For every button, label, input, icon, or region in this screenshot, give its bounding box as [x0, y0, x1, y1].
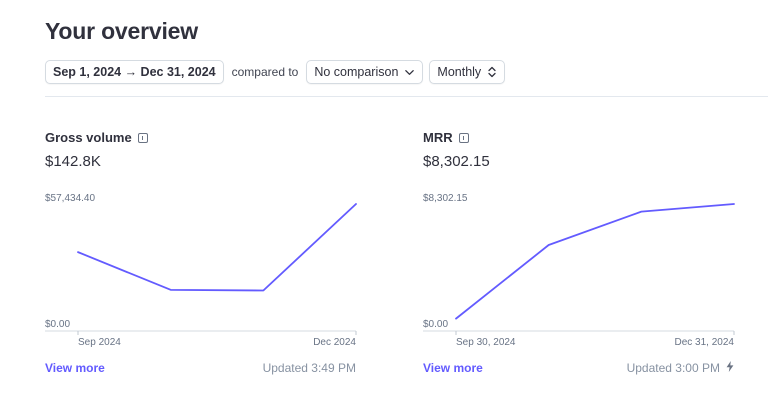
comparison-label: No comparison	[314, 65, 399, 79]
interval-label: Monthly	[437, 65, 482, 79]
metric-value: $142.8K	[45, 153, 101, 170]
info-icon[interactable]	[137, 132, 148, 143]
interval-select[interactable]: Monthly	[429, 60, 506, 84]
updated-text: Updated 3:00 PM	[626, 361, 720, 375]
y-max-label: $57,434.40	[45, 193, 96, 204]
divider	[45, 96, 768, 97]
info-icon[interactable]	[458, 132, 469, 143]
updated-status: Updated 3:00 PM	[627, 361, 734, 375]
mrr-card: MRR $8,302.15	[423, 130, 734, 170]
date-range-button[interactable]: Sep 1, 2024 → Dec 31, 2024	[45, 60, 224, 84]
x-start-label: Sep 30, 2024	[456, 337, 516, 348]
y-min-label: $0.00	[45, 319, 71, 330]
metric-title: Gross volume	[45, 130, 132, 145]
x-start-label: Sep 2024	[78, 337, 121, 348]
metric-value: $8,302.15	[423, 153, 490, 170]
filter-bar: Sep 1, 2024 → Dec 31, 2024 compared to N…	[45, 60, 506, 84]
metric-title: MRR	[423, 130, 453, 145]
view-more-link[interactable]: View more	[45, 361, 105, 375]
chevron-up-down-icon	[487, 66, 497, 78]
y-min-label: $0.00	[423, 319, 449, 330]
x-end-label: Dec 31, 2024	[674, 337, 735, 348]
y-max-label: $8,302.15	[423, 193, 468, 204]
chevron-down-icon	[404, 67, 415, 78]
view-more-link[interactable]: View more	[423, 361, 483, 375]
metric-header: Gross volume	[45, 130, 356, 145]
date-range-label: Sep 1, 2024 → Dec 31, 2024	[53, 65, 216, 79]
updated-status: Updated 3:49 PM	[263, 361, 356, 375]
updated-text: Updated 3:49 PM	[262, 361, 356, 375]
lightning-icon	[726, 361, 734, 375]
x-end-label: Dec 2024	[313, 337, 356, 348]
gross-volume-card: Gross volume $142.8K	[45, 130, 356, 170]
comparison-select[interactable]: No comparison	[306, 60, 424, 84]
series-line	[77, 203, 357, 292]
metric-header: MRR	[423, 130, 734, 145]
page-title: Your overview	[45, 18, 198, 44]
series-line	[455, 203, 735, 320]
compared-to-label: compared to	[231, 65, 299, 79]
